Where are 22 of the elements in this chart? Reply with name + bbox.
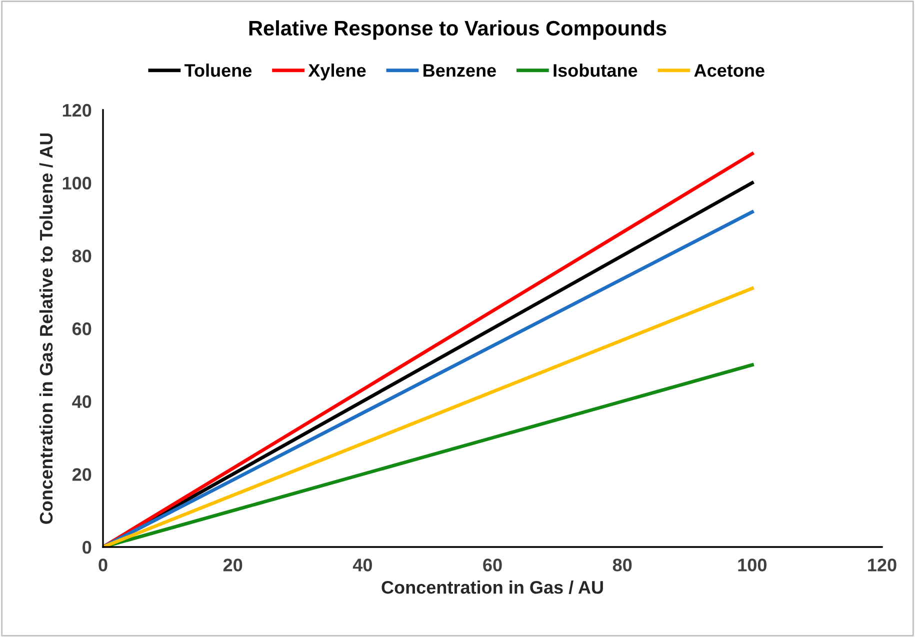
y-tick-label: 80 — [72, 250, 92, 262]
y-axis-title: Concentration in Gas Relative to Toluene / AU — [39, 133, 53, 524]
legend-label: Acetone — [694, 64, 764, 77]
y-tick-label: 0 — [82, 540, 92, 554]
legend-label: Xylene — [308, 64, 366, 80]
x-tick-label: 80 — [612, 558, 632, 572]
x-axis-title: Concentration in Gas / AU — [382, 580, 603, 594]
x-tick-label: 40 — [352, 558, 372, 572]
legend-label: Isobutane — [554, 64, 638, 77]
legend-label: Toluene — [184, 64, 252, 77]
x-tick-label: 20 — [223, 558, 242, 572]
x-tick-label: 120 — [868, 558, 896, 572]
y-tick-label: 40 — [72, 395, 92, 408]
x-tick-label: 0 — [98, 558, 108, 572]
chart-title: Relative Response to Various Compounds — [249, 20, 666, 40]
y-tick-label: 100 — [62, 176, 92, 190]
x-tick-label: 60 — [483, 558, 502, 572]
y-tick-label: 120 — [62, 104, 92, 117]
x-tick-label: 100 — [738, 558, 766, 572]
y-tick-label: 20 — [72, 468, 92, 481]
legend-label: Benzene — [424, 64, 496, 77]
y-tick-label: 60 — [72, 322, 92, 336]
